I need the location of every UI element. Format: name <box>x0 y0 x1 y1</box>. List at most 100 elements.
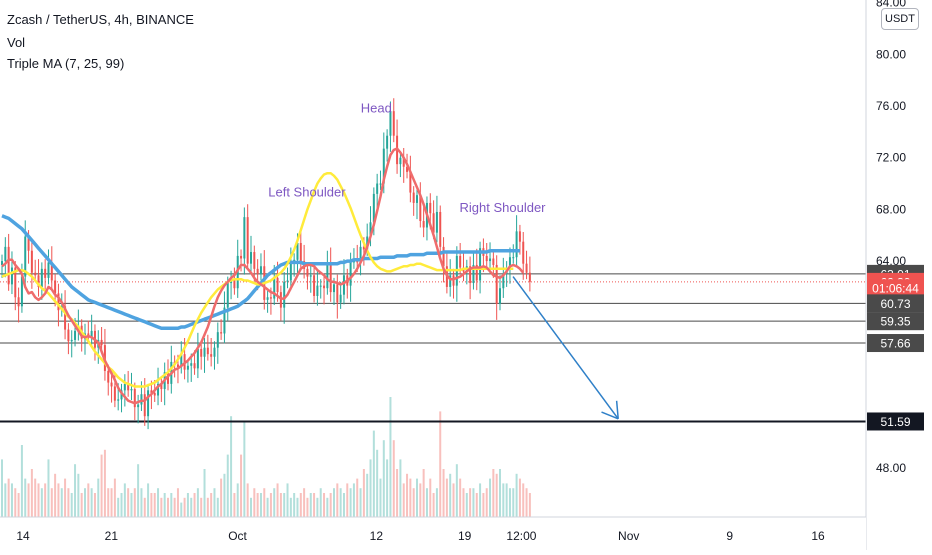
candle-body <box>469 266 472 284</box>
volume-bar <box>416 478 418 517</box>
volume-bar <box>362 469 365 517</box>
price-level-tag-text: 60.73 <box>880 297 910 311</box>
volume-bar <box>462 488 465 517</box>
candle-body <box>30 250 33 273</box>
candle-body <box>233 280 236 289</box>
candle-body <box>186 365 189 370</box>
candle-body <box>246 217 249 264</box>
volume-bar <box>27 483 30 517</box>
volume-bar <box>223 473 226 517</box>
candle-body <box>250 252 252 264</box>
pattern-label: Head <box>361 100 392 115</box>
volume-bar <box>84 488 86 517</box>
candle-body <box>522 241 525 264</box>
candle-body <box>449 275 452 287</box>
volume-bar <box>482 493 485 517</box>
volume-bar <box>422 469 425 517</box>
volume-bar <box>296 497 299 517</box>
volume-bar <box>505 483 508 517</box>
symbol-title[interactable]: Zcash / TetherUS, 4h, BINANCE <box>7 12 194 27</box>
triple-ma-legend[interactable]: Triple MA (7, 25, 99) <box>7 56 125 71</box>
candle-body <box>475 264 478 281</box>
candle-body <box>389 111 392 136</box>
volume-bar <box>130 493 133 517</box>
candle-body <box>210 354 213 357</box>
candle-body <box>508 257 511 268</box>
volume-bar <box>110 488 113 517</box>
volume-bar <box>137 464 140 517</box>
candle-body <box>416 195 418 203</box>
volume-bar <box>518 478 521 517</box>
candle-body <box>10 267 13 285</box>
volume-bar <box>160 497 163 517</box>
volume-bar <box>216 497 219 517</box>
candle-body <box>376 183 379 194</box>
candle-body <box>70 339 73 342</box>
candle-body <box>110 382 113 387</box>
volume-bar <box>273 488 276 517</box>
candle-body <box>316 285 319 296</box>
candle-body <box>37 275 40 287</box>
arrowhead <box>615 400 619 419</box>
volume-bar <box>465 493 468 517</box>
volume-bar <box>44 483 47 517</box>
candle-body <box>40 268 43 287</box>
volume-bar <box>299 493 302 517</box>
volume-bar <box>190 497 193 517</box>
candle-body <box>362 246 365 250</box>
candle-body <box>329 263 332 293</box>
volume-bar <box>77 473 80 517</box>
volume-bar <box>359 488 362 517</box>
candle-body <box>286 280 289 282</box>
candle-body <box>7 246 10 285</box>
candle-body <box>67 329 70 342</box>
candle-body <box>226 283 229 308</box>
candle-body <box>196 348 199 369</box>
candle-body <box>283 281 286 308</box>
volume-bar <box>419 483 422 517</box>
candle-body <box>485 255 488 262</box>
candle-body <box>512 257 515 259</box>
volume-bar <box>472 488 475 517</box>
volume-bar <box>236 483 239 517</box>
volume-bar <box>117 497 120 517</box>
volume-bar <box>57 483 60 517</box>
ma-7-line <box>1 147 525 405</box>
volume-legend[interactable]: Vol <box>7 35 26 50</box>
volume-bar <box>193 493 196 517</box>
candle-body <box>499 288 501 304</box>
volume-bar <box>250 497 252 517</box>
volume-bar <box>74 464 77 517</box>
volume-bar <box>256 493 259 517</box>
currency-button[interactable]: USDT <box>881 8 919 30</box>
candle-body <box>20 276 23 307</box>
price-level-tag-text: 57.66 <box>880 337 910 351</box>
volume-bar <box>14 488 17 517</box>
volume-bar <box>50 488 53 517</box>
pattern-label: Left Shoulder <box>268 184 346 199</box>
volume-pane <box>1 397 531 517</box>
volume-bar <box>306 497 309 517</box>
volume-bar <box>60 488 63 517</box>
candle-body <box>150 390 153 393</box>
candle-body <box>352 261 355 263</box>
candle-body <box>518 231 521 242</box>
time-tick-label: 16 <box>811 529 825 543</box>
candle-body <box>256 268 259 275</box>
pattern-annotations: Left Shoulder Head Right Shoulder <box>268 100 619 420</box>
candle-body <box>429 202 432 214</box>
volume-bar <box>336 483 339 517</box>
volume-bar <box>240 454 243 517</box>
volume-bar <box>243 421 246 517</box>
volume-bar <box>379 478 382 517</box>
candle-body <box>64 306 67 330</box>
volume-bar <box>133 488 136 517</box>
volume-bar <box>176 488 179 517</box>
volume-bar <box>183 497 186 517</box>
price-tick-label: 84.00 <box>876 0 906 10</box>
candle-body <box>412 192 415 203</box>
volume-bar <box>34 478 37 517</box>
volume-bar <box>200 497 203 517</box>
